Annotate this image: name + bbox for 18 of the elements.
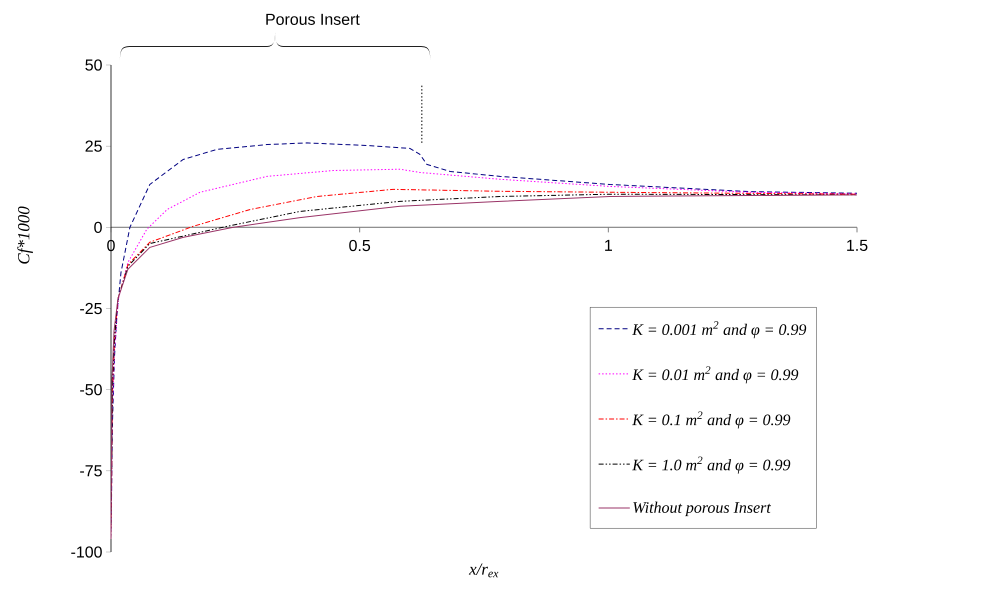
- y-tick-label: -50: [80, 384, 102, 396]
- legend-label: K = 0.1 m$^{2}$ and φ = 0.99: [632, 411, 790, 428]
- y-tick-label: 25: [86, 140, 102, 152]
- x-tick-label: 1: [605, 240, 612, 251]
- y-tick-label: -25: [80, 302, 102, 314]
- legend-label: K = 0.001 m$^{2}$ and φ = 0.99: [632, 321, 806, 338]
- y-tick-label: -75: [80, 465, 102, 476]
- y-tick-label: 0: [94, 222, 102, 233]
- legend-label: Without porous Insert: [633, 502, 772, 516]
- legend-label: K = 1.0 m$^{2}$ and φ = 0.99: [632, 456, 790, 474]
- x-tick-label: 0.5: [349, 240, 370, 252]
- x-axis-title: x/r$_{ex}$: [468, 564, 498, 578]
- x-tick-label: 1.5: [847, 240, 868, 251]
- text: Porous Insert: [266, 14, 360, 25]
- y-tick-label: 50: [85, 59, 102, 71]
- y-tick-label: -100: [71, 546, 102, 558]
- y-axis-title: Cf*1000: [17, 206, 33, 264]
- legend-label: K = 0.01 m$^{2}$ and φ = 0.99: [632, 366, 798, 384]
